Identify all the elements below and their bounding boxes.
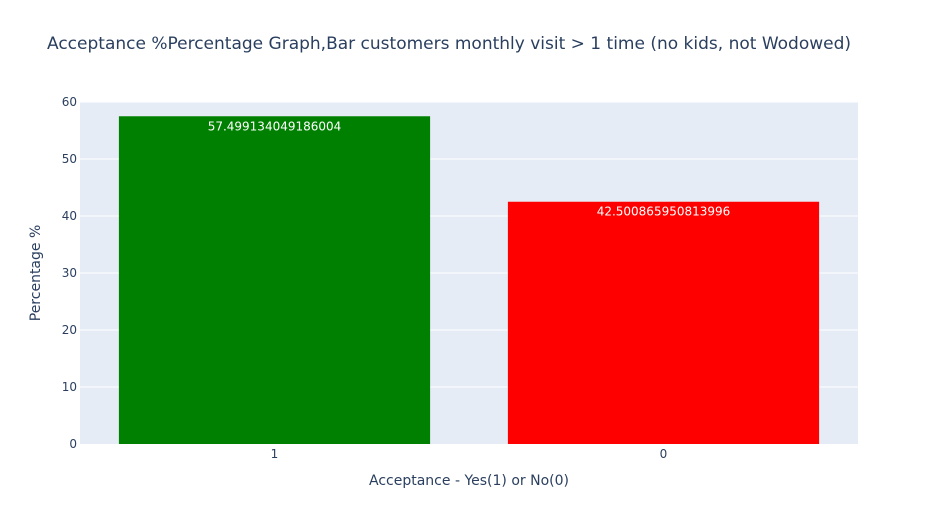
y-tick-label: 20 [62,323,77,337]
x-tick-label: 0 [660,447,668,461]
y-axis-title: Percentage % [28,225,44,322]
y-tick-label: 40 [62,209,77,223]
bar-data-label: 42.500865950813996 [597,205,731,219]
x-axis-title: Acceptance - Yes(1) or No(0) [369,473,569,489]
x-tick-label: 1 [271,447,279,461]
bar-1 [118,116,431,444]
bar-0 [507,201,820,444]
chart-title: Acceptance %Percentage Graph,Bar custome… [47,34,852,54]
y-tick-label: 0 [69,437,77,451]
bar-data-label: 57.499134049186004 [208,119,342,133]
y-tick-label: 10 [62,380,77,394]
y-tick-label: 30 [62,266,77,280]
bars: 57.499134049186004 42.500865950813996 [118,116,820,444]
y-tick-label: 60 [62,95,77,109]
y-tick-label: 50 [62,152,77,166]
y-tick-labels: 0 10 20 30 40 50 60 [62,95,77,451]
